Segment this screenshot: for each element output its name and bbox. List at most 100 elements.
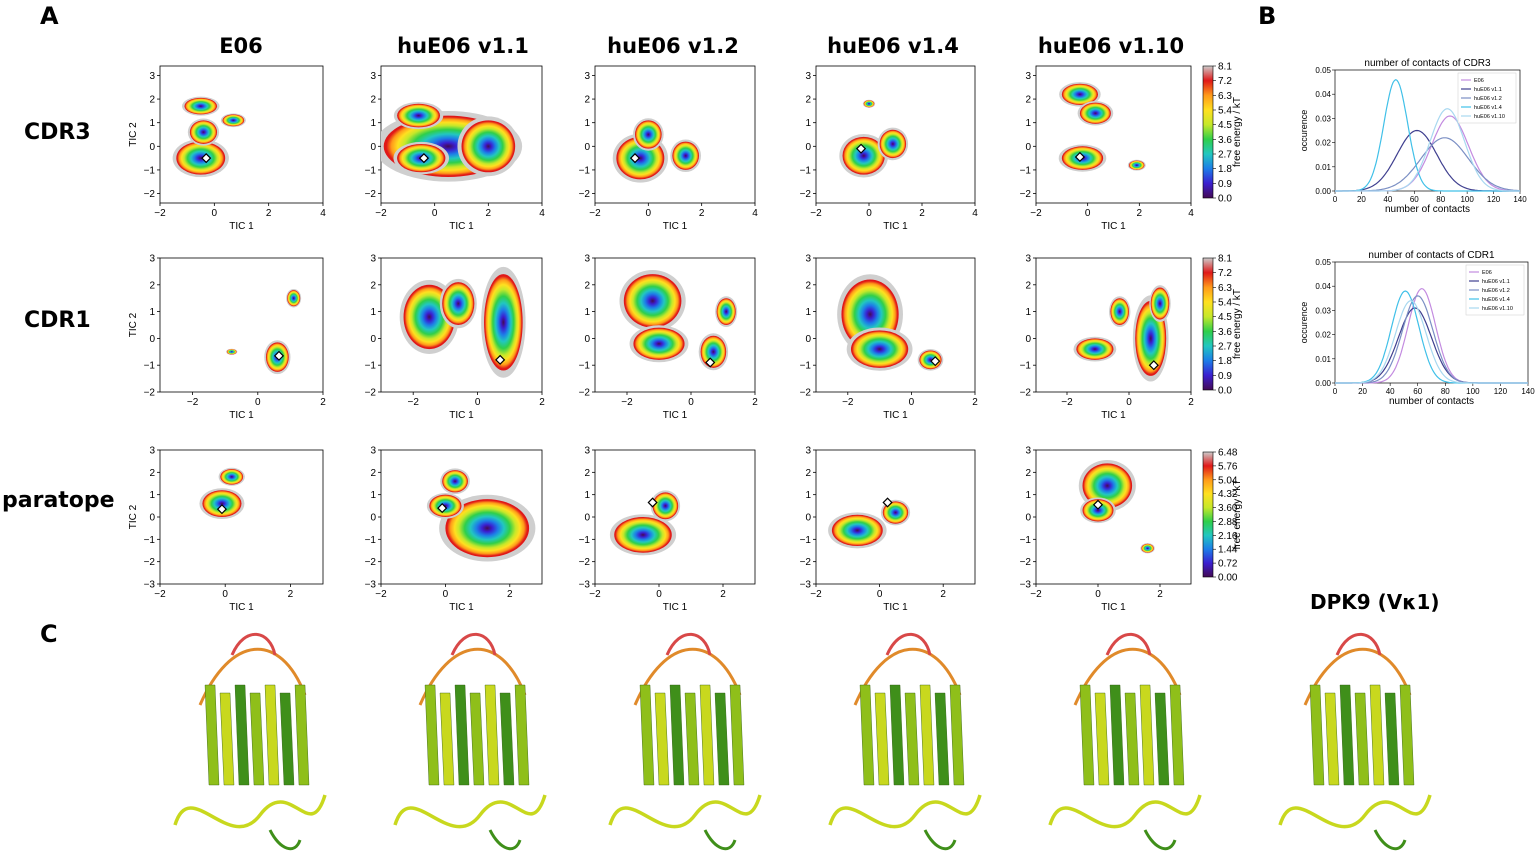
y-tick-label: 3 (1025, 71, 1031, 82)
structure-4 (1048, 632, 1202, 851)
y-tick-label: −1 (144, 535, 156, 546)
x-tick-label: 120 (1494, 387, 1508, 396)
y-tick-label: 3 (370, 254, 376, 265)
beta-strand (1169, 684, 1185, 786)
fe-basin (397, 103, 441, 128)
green-loop (268, 829, 302, 851)
x-tick-label: 2 (539, 397, 545, 408)
colorbar-tick-label: 7.2 (1218, 76, 1232, 87)
reference-marker (1092, 499, 1104, 510)
colorbar-tick-label: 3.6 (1218, 327, 1232, 338)
legend-entry: E06 (1474, 78, 1484, 84)
column-title-hue06-v1-4: huE06 v1.4 (827, 34, 959, 58)
cdr-loop (230, 632, 277, 656)
loop (1303, 647, 1412, 706)
fe-basin (442, 470, 468, 493)
fe-basin (429, 494, 462, 517)
beta-strand (714, 692, 730, 786)
x-tick-label: 0 (1333, 387, 1338, 396)
legend-entry: huE06 v1.10 (1474, 114, 1505, 120)
colorbar-tick-label: 5.04 (1218, 475, 1238, 486)
beta-strand (279, 692, 295, 786)
y-tick-label: −1 (365, 165, 377, 176)
x-tick-label: 4 (1188, 208, 1194, 219)
y-tick-label: −2 (1020, 388, 1032, 399)
y-axis-label: TIC 2 (128, 312, 139, 337)
x-axis-label: TIC 1 (1101, 410, 1126, 421)
bottom-loop (1048, 794, 1202, 829)
colorbar-paratope (1202, 451, 1216, 578)
colorbar-tick-label: 0.72 (1218, 559, 1238, 570)
x-tick-label: −2 (810, 589, 822, 600)
y-tick-label: 0 (370, 513, 376, 524)
fe-blobs (609, 490, 681, 556)
y-tick-label: 2 (370, 280, 376, 291)
fe-blobs (172, 96, 246, 178)
colorbar-tick-label: 2.88 (1218, 517, 1238, 528)
x-tick-label: 2 (1137, 208, 1143, 219)
fe-map-cdr3-4 (1033, 65, 1192, 206)
beta-strand (1154, 692, 1170, 786)
legend-entry: huE06 v1.2 (1482, 288, 1510, 294)
y-tick-label: −2 (365, 557, 377, 568)
fe-map-paratope-2 (592, 449, 756, 587)
y-axis-label: occurence (1299, 110, 1309, 152)
row-title-cdr1: CDR1 (24, 308, 91, 333)
fe-basin (635, 120, 662, 149)
beta-strand (1094, 692, 1110, 786)
y-tick-label: 0.04 (1315, 282, 1331, 291)
x-tick-label: 80 (1436, 195, 1445, 204)
y-tick-label: 0 (805, 334, 811, 345)
x-axis-label: TIC 1 (229, 221, 254, 232)
colorbar-tick-label: 8.1 (1218, 254, 1232, 265)
x-tick-label: 2 (720, 589, 726, 600)
colorbar-label: free energy / kT (1232, 97, 1243, 167)
fe-basin (461, 120, 516, 173)
cdr-loop (1335, 632, 1382, 656)
y-tick-label: 3 (1025, 254, 1031, 265)
colorbar-tick-label: 6.48 (1218, 448, 1238, 459)
fe-blobs (837, 274, 944, 371)
fe-basin (1082, 499, 1114, 522)
colorbar-tick-label: 7.2 (1218, 268, 1232, 279)
y-tick-label: −3 (579, 580, 591, 591)
column-title-hue06-v1-1: huE06 v1.1 (397, 34, 529, 58)
beta-strand (484, 684, 500, 786)
structure-1 (393, 632, 547, 851)
colorbar-gradient (1202, 451, 1214, 578)
x-axis-label: TIC 1 (1101, 221, 1126, 232)
green-loop (703, 829, 737, 851)
fe-blobs (612, 118, 702, 183)
colorbar-tick-label: 5.76 (1218, 461, 1238, 472)
y-tick-label: 0 (1025, 513, 1031, 524)
beta-strand (934, 692, 950, 786)
y-tick-label: 3 (149, 71, 155, 82)
colorbar-tick-label: 0.9 (1218, 371, 1232, 382)
x-tick-label: 0 (1333, 195, 1338, 204)
x-tick-label: 0 (646, 208, 652, 219)
x-tick-label: −2 (1030, 589, 1042, 600)
x-tick-label: 2 (320, 397, 326, 408)
y-tick-label: 2 (584, 280, 590, 291)
y-tick-label: 0.00 (1315, 379, 1331, 388)
x-axis-label: TIC 1 (883, 602, 908, 613)
colorbar-tick-label: 3.6 (1218, 135, 1232, 146)
colorbar-tick-label: 2.7 (1218, 150, 1232, 161)
fe-map-cdr1-4 (1033, 257, 1192, 395)
beta-strand (919, 684, 935, 786)
fe-map-paratope-4 (1033, 449, 1192, 587)
green-loop (1143, 829, 1177, 851)
green-loop (488, 829, 522, 851)
y-tick-label: 0 (584, 334, 590, 345)
x-tick-label: 0 (432, 208, 438, 219)
x-tick-label: −2 (154, 208, 166, 219)
y-tick-label: −2 (365, 388, 377, 399)
x-tick-label: 2 (288, 589, 294, 600)
x-tick-label: −2 (375, 589, 387, 600)
x-axis-label: TIC 1 (883, 410, 908, 421)
x-tick-label: −2 (589, 589, 601, 600)
beta-strand (904, 692, 920, 786)
y-tick-label: 2 (584, 468, 590, 479)
x-tick-label: 100 (1466, 387, 1480, 396)
